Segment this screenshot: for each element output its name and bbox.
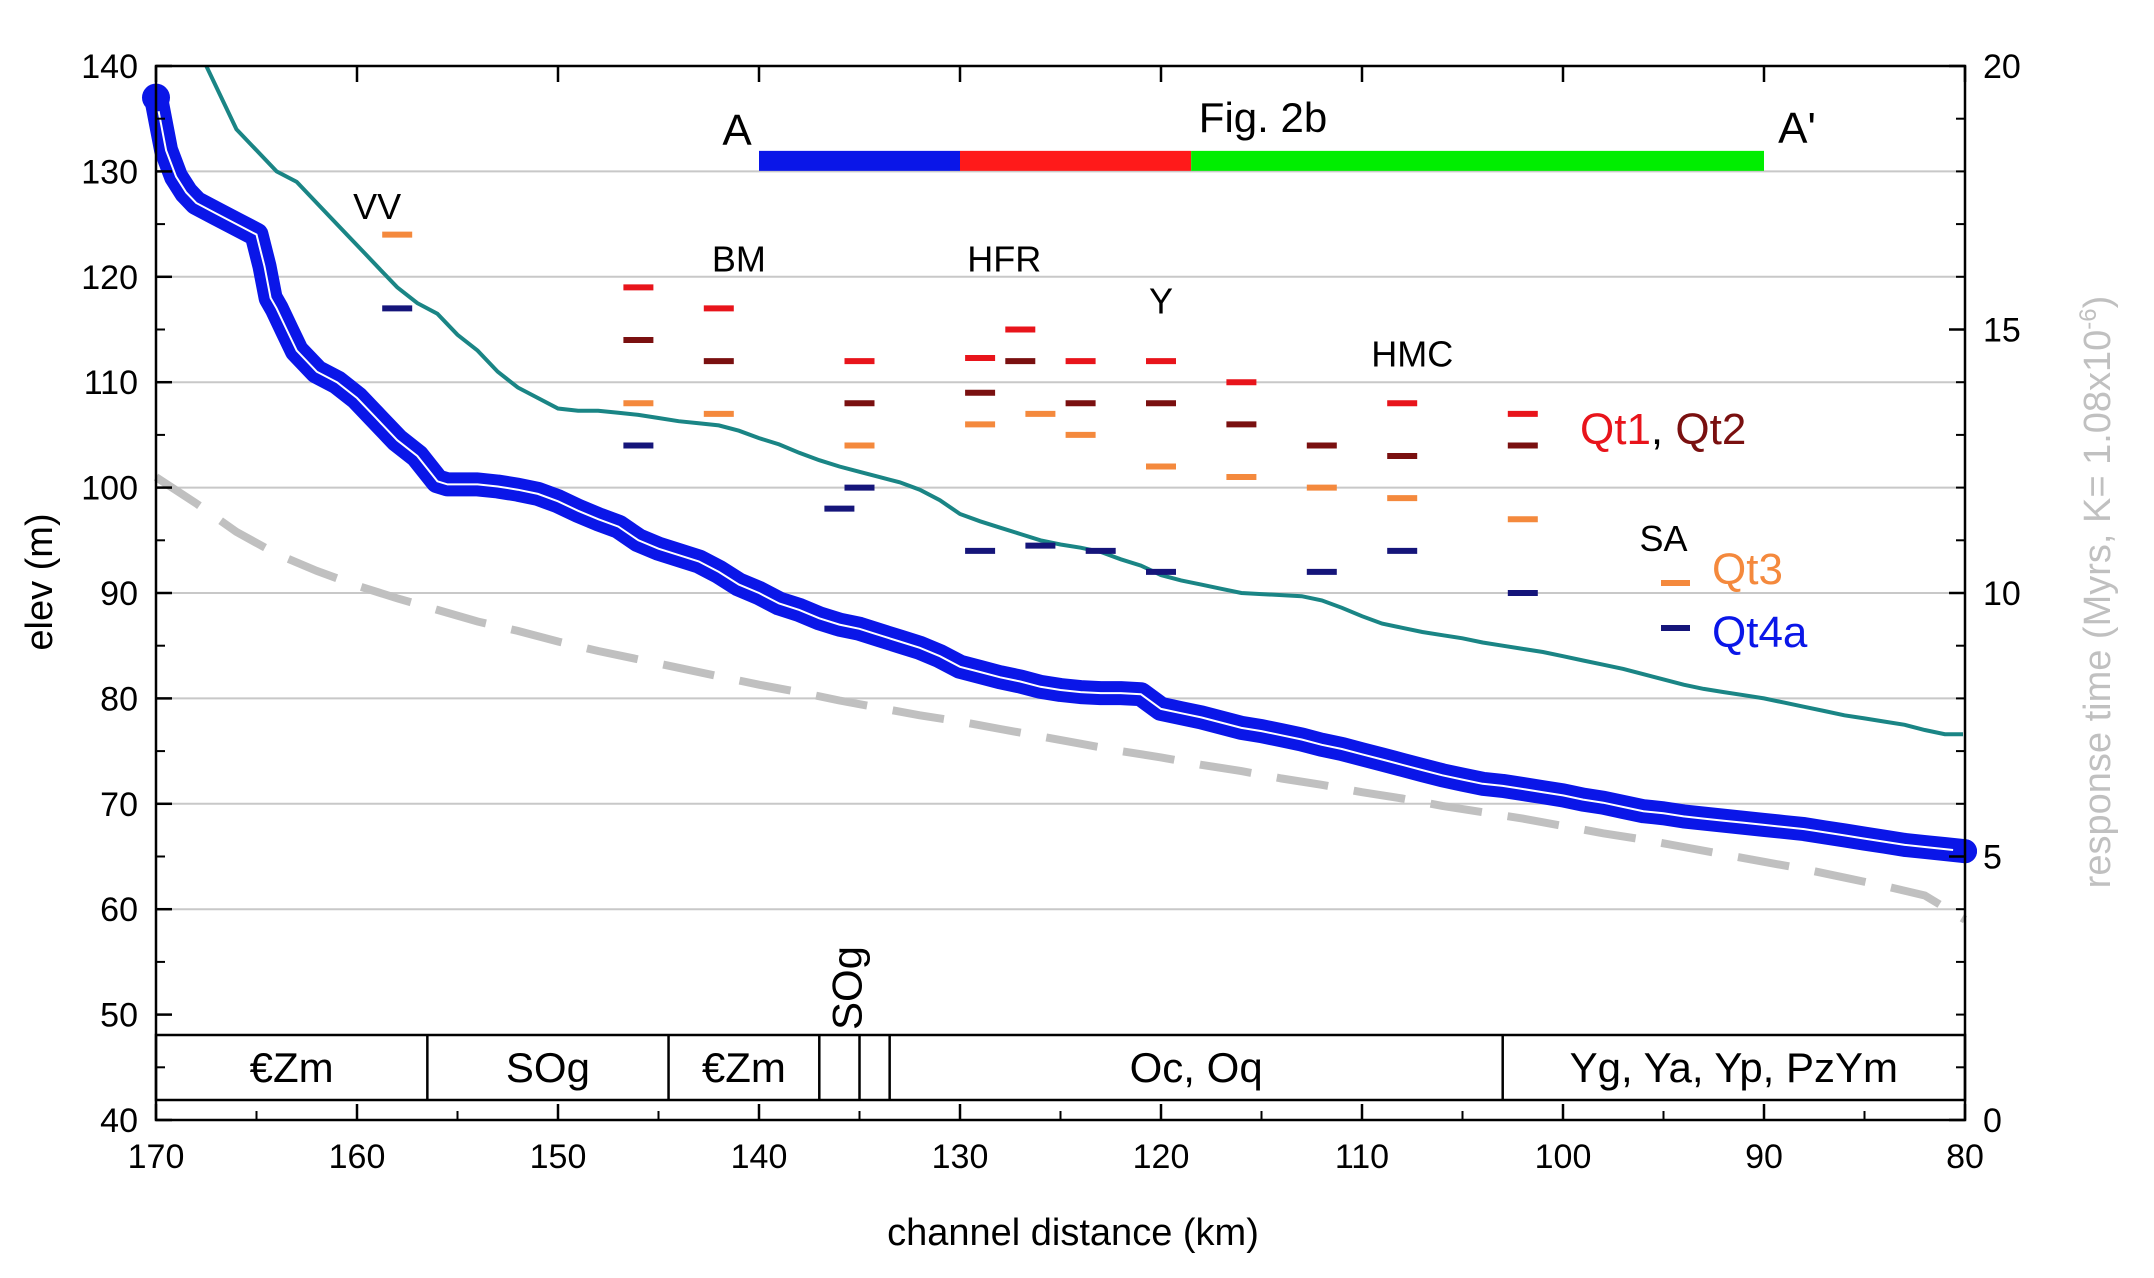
y-tick-label: 120 bbox=[81, 259, 138, 297]
y2-axis-label: response time (Myrs, K= 1.08x10-6) bbox=[2075, 296, 2119, 889]
y2-tick-label: 10 bbox=[1983, 575, 2021, 613]
y2-tick-label: 15 bbox=[1983, 312, 2021, 350]
y-tick-label: 130 bbox=[81, 153, 138, 191]
section-label-a: A bbox=[722, 106, 752, 155]
x-tick-label: 80 bbox=[1946, 1138, 1984, 1176]
channel-profile bbox=[142, 83, 1977, 864]
dashed-reference-curve bbox=[153, 473, 1968, 924]
x-tick-label: 140 bbox=[731, 1138, 788, 1176]
geology-unit-label: Oc, Oq bbox=[1130, 1044, 1263, 1091]
section-segment-0 bbox=[759, 150, 960, 171]
x-tick-label: 150 bbox=[530, 1138, 587, 1176]
y2-tick-label: 0 bbox=[1983, 1102, 2002, 1140]
terrace-group-qt4a bbox=[382, 305, 1538, 596]
y-tick-label: 100 bbox=[81, 470, 138, 508]
x-tick-label: 100 bbox=[1535, 1138, 1592, 1176]
x-tick-label: 120 bbox=[1133, 1138, 1190, 1176]
axis-ticks: 170 160 150 140 130 120 110 100 90 80405060708090… bbox=[81, 48, 2021, 1176]
site-label-sa: SA bbox=[1639, 518, 1687, 559]
y2-tick-label: 5 bbox=[1983, 839, 2002, 877]
teal-response-curve bbox=[204, 65, 1963, 737]
legend-qt1: Qt1 bbox=[1580, 405, 1651, 454]
gridlines bbox=[156, 170, 1965, 911]
x-axis-label: channel distance (km) bbox=[887, 1212, 1259, 1254]
section-caption: Fig. 2b bbox=[1199, 94, 1327, 141]
legend-qt1-qt2: Qt1, Qt2 bbox=[1580, 405, 1746, 454]
y-tick-label: 90 bbox=[100, 575, 138, 613]
x-tick-label: 160 bbox=[329, 1138, 386, 1176]
terrace-group-qt1 bbox=[623, 284, 1538, 417]
geology-unit-label: €Zm bbox=[250, 1044, 334, 1091]
legend-qt4a: Qt4a bbox=[1712, 608, 1808, 657]
y-axis-label: elev (m) bbox=[19, 513, 61, 650]
geology-unit-label: SOg bbox=[506, 1044, 590, 1091]
terrace-group-qt3 bbox=[382, 231, 1538, 523]
y-tick-label: 50 bbox=[100, 997, 138, 1035]
x-tick-label: 90 bbox=[1745, 1138, 1783, 1176]
y-tick-label: 70 bbox=[100, 786, 138, 824]
terrace-group-qt2 bbox=[623, 337, 1538, 459]
y-tick-label: 110 bbox=[84, 364, 138, 402]
annotations: VV BM HFR Y HMC SA bbox=[353, 186, 1687, 559]
profile-centerline bbox=[155, 97, 1966, 853]
y2-axis-label-close: ) bbox=[2077, 296, 2119, 309]
legend-qt3: Qt3 bbox=[1712, 545, 1783, 594]
site-label-hfr: HFR bbox=[967, 239, 1041, 280]
y-tick-label: 80 bbox=[100, 680, 138, 718]
x-tick-label: 130 bbox=[932, 1138, 989, 1176]
section-bar: A A' Fig. 2b bbox=[722, 94, 1816, 171]
geology-unit-label: Yg, Ya, Yp, PzYm bbox=[1570, 1044, 1898, 1091]
geology-strip-box bbox=[154, 1033, 1967, 1102]
y2-axis-label-main: response time (Myrs, K= 1.08x10 bbox=[2077, 330, 2119, 889]
site-label-y: Y bbox=[1149, 281, 1173, 322]
section-segment-2 bbox=[1191, 150, 1764, 171]
terrace-markers bbox=[382, 231, 1538, 596]
section-label-a-prime: A' bbox=[1778, 104, 1816, 153]
y2-axis-label-exponent: -6 bbox=[2075, 308, 2102, 329]
y2-tick-label: 20 bbox=[1983, 48, 2021, 86]
geology-unit-label: €Zm bbox=[702, 1044, 786, 1091]
geology-strip: €Zm SOg €Zm Oc, Oq Yg, Ya, Yp, PzYm SOg bbox=[154, 946, 1967, 1102]
teal-response-line bbox=[204, 65, 1963, 737]
site-label-hmc: HMC bbox=[1371, 333, 1453, 374]
geology-rotated-label: SOg bbox=[823, 946, 870, 1030]
site-label-vv: VV bbox=[353, 186, 401, 227]
legend-qt2: Qt2 bbox=[1675, 405, 1746, 454]
legend-comma: , bbox=[1651, 405, 1675, 454]
site-label-bm: BM bbox=[712, 239, 766, 280]
x-tick-label: 110 bbox=[1335, 1138, 1389, 1176]
y-tick-label: 60 bbox=[100, 891, 138, 929]
dashed-reference-line bbox=[153, 473, 1968, 924]
x-tick-label: 170 bbox=[128, 1138, 185, 1176]
y-tick-label: 140 bbox=[81, 48, 138, 86]
section-segment-1 bbox=[960, 150, 1192, 171]
y-tick-label: 40 bbox=[100, 1102, 138, 1140]
